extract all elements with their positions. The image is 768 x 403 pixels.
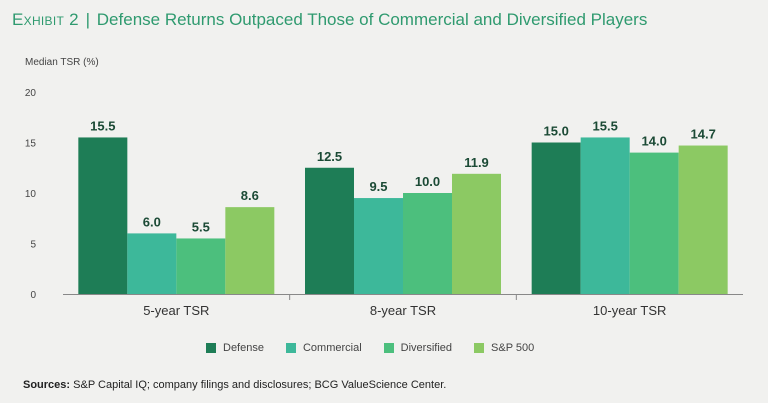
bar-s-p-500-1	[225, 207, 275, 294]
bar-value-label: 5.5	[192, 219, 210, 234]
legend-item-diversified: Diversified	[383, 342, 453, 354]
y-axis-ticks: 0 5 10 15 20	[25, 88, 37, 301]
bar-value-label: 6.0	[143, 214, 161, 229]
bars-group	[78, 137, 728, 294]
y-tick-label: 20	[25, 88, 37, 99]
bar-commercial-2	[354, 198, 403, 294]
legend-label: S&P 500	[491, 342, 535, 354]
bar-defense-3	[531, 142, 581, 294]
bar-diversified-1	[176, 238, 226, 294]
legend-item-s-p-500: S&P 500	[474, 342, 534, 354]
x-tick-label: 5-year TSR	[143, 303, 209, 318]
x-axis	[63, 294, 743, 300]
x-tick-label: 8-year TSR	[370, 303, 436, 318]
bar-diversified-3	[629, 152, 679, 294]
bar-value-label: 15.5	[90, 118, 115, 133]
legend-item-commercial: Commercial	[285, 342, 362, 354]
bar-value-label: 12.5	[317, 149, 342, 164]
title-separator: |	[85, 10, 91, 29]
x-axis-ticks: 5-year TSR 8-year TSR 10-year TSR	[143, 303, 666, 318]
y-tick-label: 10	[25, 189, 37, 200]
legend-swatch	[383, 343, 394, 353]
chart-title: Exhibit 2 | Defense Returns Outpaced Tho…	[12, 10, 647, 30]
y-tick-label: 0	[30, 290, 36, 301]
legend-item-defense: Defense	[206, 342, 264, 354]
bar-value-label: 8.6	[241, 188, 259, 203]
legend-swatch	[474, 343, 485, 353]
bar-defense-2	[305, 167, 354, 294]
bar-defense-1	[78, 137, 128, 294]
legend-label: Diversified	[400, 342, 453, 354]
x-tick-label: 10-year TSR	[593, 303, 666, 318]
bar-value-label: 15.5	[593, 118, 618, 133]
y-tick-label: 15	[25, 139, 37, 150]
sources-text: S&P Capital IQ; company filings and disc…	[73, 379, 447, 391]
y-tick-label: 5	[30, 240, 36, 251]
bar-commercial-1	[127, 233, 177, 294]
bar-value-label: 14.7	[691, 127, 716, 142]
exhibit-label: Exhibit 2	[12, 10, 79, 29]
legend-label: Commercial	[302, 342, 362, 354]
bar-value-labels: 15.5 6.0 5.5 8.6 12.5 9.5 10.0 11.9 15.0 15.5 14.0…	[90, 118, 716, 234]
legend-swatch	[206, 343, 216, 353]
y-axis-label: Median TSR (%)	[25, 57, 99, 68]
sources-note: Sources: S&P Capital IQ; company filings…	[23, 379, 446, 391]
bar-value-label: 11.9	[464, 155, 489, 170]
legend-label: Defense	[223, 342, 264, 354]
bar-diversified-2	[403, 193, 452, 294]
bar-s-p-500-3	[678, 145, 728, 294]
bar-commercial-3	[580, 137, 630, 294]
bar-value-label: 10.0	[415, 174, 440, 189]
legend: Defense Commercial Diversified S&P 500	[206, 342, 534, 354]
bar-value-label: 9.5	[369, 179, 387, 194]
bar-s-p-500-2	[452, 173, 501, 294]
title-text: Defense Returns Outpaced Those of Commer…	[96, 10, 648, 29]
bar-value-label: 15.0	[544, 124, 569, 139]
bar-value-label: 14.0	[642, 134, 667, 149]
legend-swatch	[285, 343, 296, 353]
sources-label: Sources:	[23, 379, 71, 391]
